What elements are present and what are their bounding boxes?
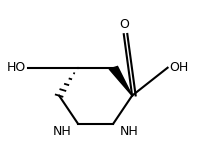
Polygon shape	[109, 66, 132, 96]
Text: NH: NH	[120, 125, 138, 138]
Text: HO: HO	[7, 61, 26, 74]
Text: NH: NH	[53, 125, 72, 138]
Text: OH: OH	[170, 61, 189, 74]
Text: O: O	[119, 18, 129, 31]
